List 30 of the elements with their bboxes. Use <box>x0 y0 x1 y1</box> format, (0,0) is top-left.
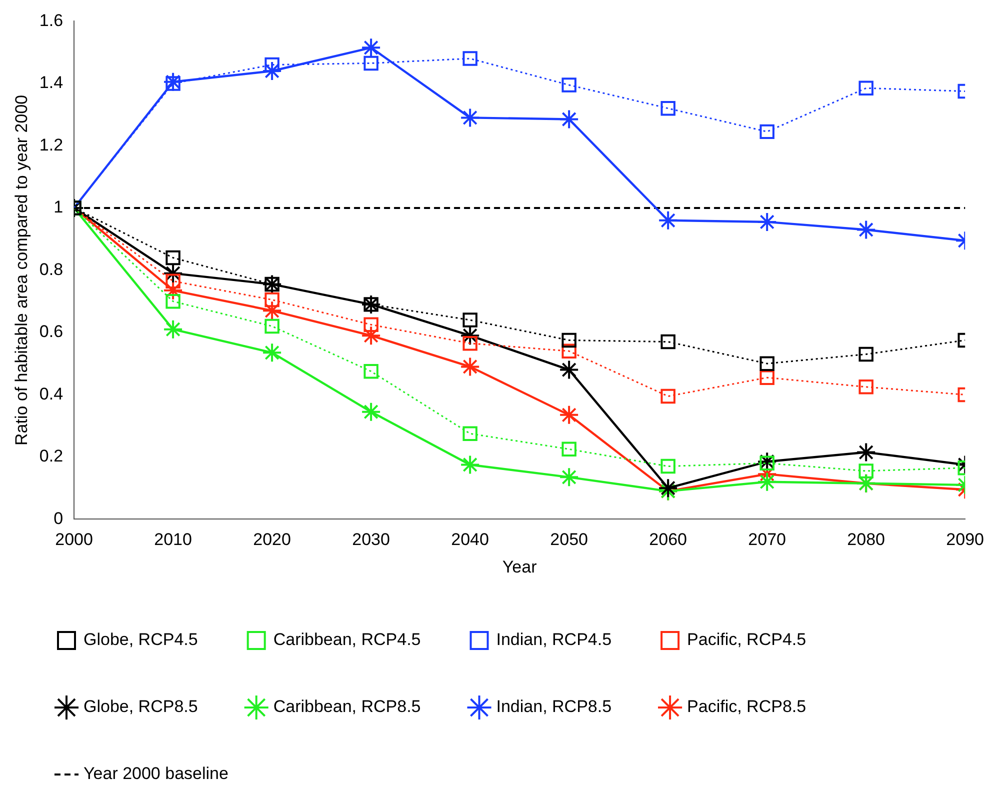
x-tick-label: 2070 <box>748 530 786 550</box>
legend-label: Globe, RCP4.5 <box>84 630 198 650</box>
legend-label: Caribbean, RCP4.5 <box>273 630 421 650</box>
y-tick-label: 0.6 <box>39 322 64 342</box>
x-tick-label: 2020 <box>253 530 291 550</box>
x-tick-label: 2010 <box>154 530 192 550</box>
y-tick-label: 0.4 <box>39 384 64 404</box>
x-axis-title: Year <box>502 557 538 576</box>
legend-label: Year 2000 baseline <box>84 764 228 784</box>
x-tick-label: 2090 <box>946 530 984 550</box>
y-tick-label: 1 <box>54 198 64 217</box>
y-tick-label: 1.4 <box>39 73 64 92</box>
y-tick-label: 1.2 <box>39 135 64 154</box>
x-tick-label: 2060 <box>649 530 687 550</box>
legend-label: Globe, RCP8.5 <box>84 697 198 716</box>
legend-label: Pacific, RCP4.5 <box>687 630 806 650</box>
legend-label: Pacific, RCP8.5 <box>687 697 806 716</box>
y-tick-label: 1.6 <box>39 10 64 30</box>
y-tick-label: 0 <box>54 508 64 528</box>
legend-label: Caribbean, RCP8.5 <box>273 697 421 716</box>
x-tick-label: 2000 <box>55 530 93 550</box>
x-tick-label: 2030 <box>352 530 390 550</box>
y-axis-title: Ratio of habitable area compared to year 2000 <box>12 94 31 446</box>
legend-label: Indian, RCP4.5 <box>496 630 612 650</box>
y-tick-label: 0.2 <box>39 446 64 466</box>
legend-label: Indian, RCP8.5 <box>496 697 612 716</box>
x-tick-label: 2050 <box>550 530 588 550</box>
x-tick-label: 2080 <box>847 530 885 550</box>
y-tick-label: 0.8 <box>39 260 64 279</box>
x-tick-label: 2040 <box>451 530 489 550</box>
